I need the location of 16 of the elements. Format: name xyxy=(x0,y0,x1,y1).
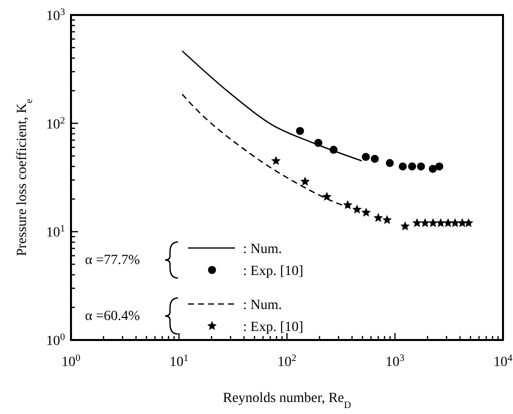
x-tick-label: 10$^{3}$ xyxy=(386,352,405,370)
legend-label: : Num. xyxy=(243,242,282,257)
x-tick-label: 10$^{1}$ xyxy=(170,352,189,370)
legend-label: : Exp. [10] xyxy=(243,264,304,279)
x-tick-label: 10$^{2}$ xyxy=(278,352,297,370)
x-axis-title: Reynolds number, Re$_{D}$ xyxy=(222,391,352,410)
y-tick-label: 10$^{0}$ xyxy=(46,332,66,349)
x-tick-label: 10$^{0}$ xyxy=(62,352,81,370)
legend-label: : Exp. [10] xyxy=(243,320,304,335)
annotation: α =77.7% xyxy=(85,253,140,268)
y-tick-label: 10$^{2}$ xyxy=(46,114,66,132)
y-tick-label: 10$^{1}$ xyxy=(46,223,66,241)
annotation: α =60.4% xyxy=(85,309,140,324)
legend-label: : Num. xyxy=(243,298,282,313)
x-tick-label: 10$^{4}$ xyxy=(494,352,513,370)
y-tick-label: 10$^{3}$ xyxy=(46,6,66,24)
